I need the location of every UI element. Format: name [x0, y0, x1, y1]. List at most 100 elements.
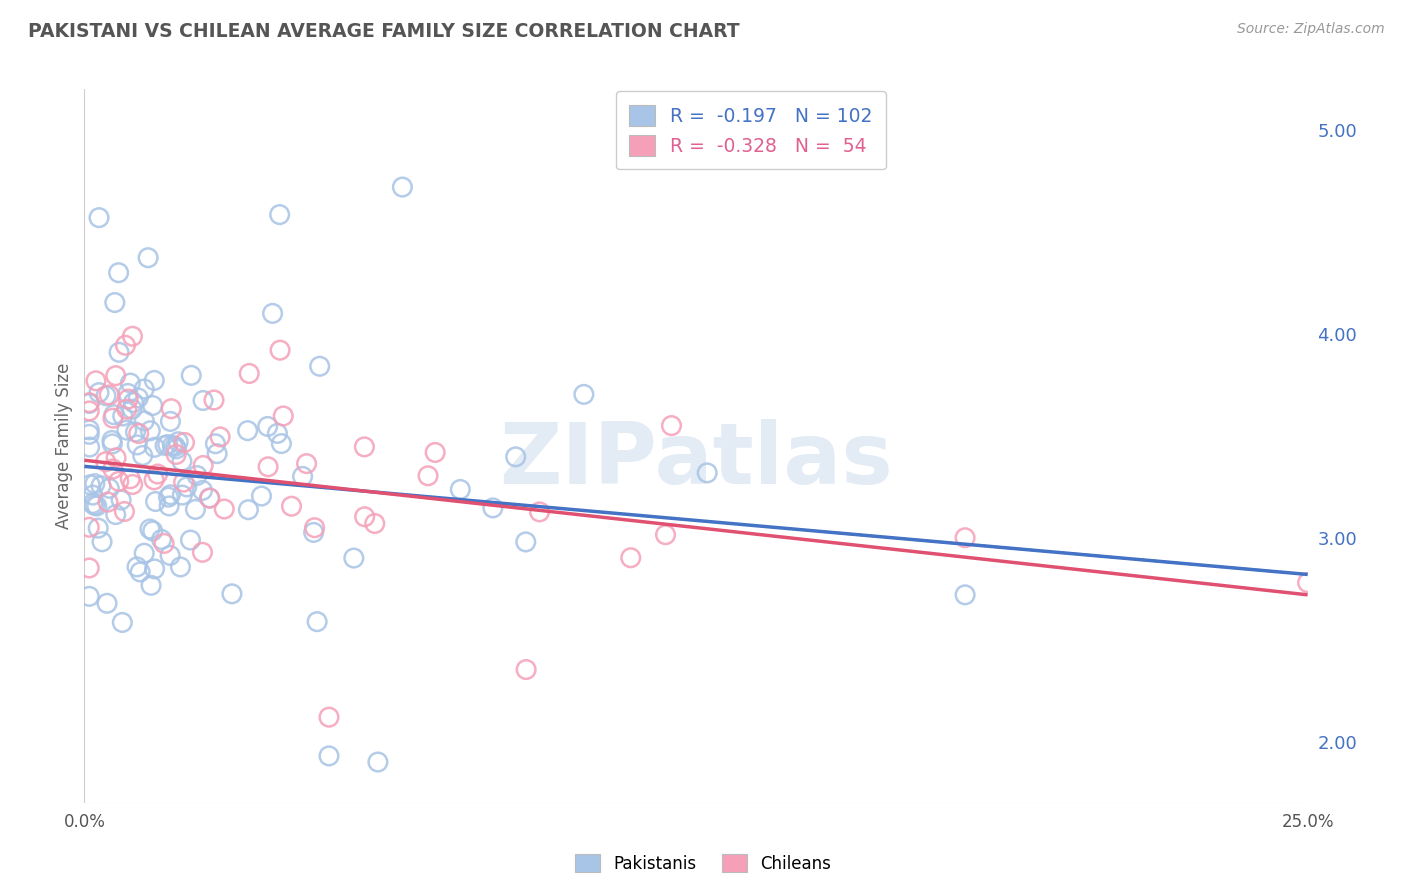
- Chileans: [416, 468, 439, 483]
- Pakistanis: [159, 488, 181, 502]
- Chileans: [318, 710, 340, 724]
- Chileans: [128, 426, 150, 441]
- Text: PAKISTANI VS CHILEAN AVERAGE FAMILY SIZE CORRELATION CHART: PAKISTANI VS CHILEAN AVERAGE FAMILY SIZE…: [28, 22, 740, 41]
- Chileans: [153, 536, 176, 550]
- Chileans: [353, 440, 375, 454]
- Chileans: [77, 561, 100, 575]
- Chileans: [304, 521, 326, 535]
- Pakistanis: [82, 488, 104, 502]
- Pakistanis: [117, 386, 139, 401]
- Pakistanis: [86, 499, 108, 513]
- Pakistanis: [696, 466, 718, 480]
- Pakistanis: [91, 534, 114, 549]
- Pakistanis: [87, 385, 110, 400]
- Pakistanis: [176, 480, 198, 494]
- Chileans: [94, 455, 117, 469]
- Chileans: [101, 462, 124, 476]
- Pakistanis: [90, 479, 112, 493]
- Pakistanis: [103, 408, 125, 422]
- Pakistanis: [262, 306, 284, 320]
- Chileans: [97, 495, 120, 509]
- Chileans: [101, 411, 124, 425]
- Pakistanis: [83, 498, 105, 512]
- Pakistanis: [367, 755, 389, 769]
- Pakistanis: [572, 387, 595, 401]
- Chileans: [173, 435, 195, 450]
- Y-axis label: Average Family Size: Average Family Size: [55, 363, 73, 529]
- Pakistanis: [291, 469, 314, 483]
- Chileans: [280, 500, 302, 514]
- Pakistanis: [115, 423, 138, 437]
- Pakistanis: [79, 477, 101, 491]
- Pakistanis: [142, 524, 165, 538]
- Pakistanis: [134, 414, 156, 428]
- Pakistanis: [124, 425, 146, 439]
- Pakistanis: [391, 180, 413, 194]
- Pakistanis: [127, 391, 149, 405]
- Pakistanis: [250, 489, 273, 503]
- Chileans: [98, 388, 121, 402]
- Pakistanis: [107, 266, 129, 280]
- Chileans: [114, 338, 136, 352]
- Chileans: [165, 447, 187, 461]
- Pakistanis: [159, 549, 181, 563]
- Chileans: [198, 491, 221, 506]
- Pakistanis: [139, 424, 162, 438]
- Pakistanis: [145, 494, 167, 508]
- Chileans: [120, 472, 142, 486]
- Chileans: [143, 473, 166, 487]
- Pakistanis: [205, 447, 228, 461]
- Pakistanis: [121, 402, 143, 417]
- Pakistanis: [186, 468, 208, 483]
- Chileans: [77, 395, 100, 409]
- Legend: R =  -0.197   N = 102, R =  -0.328   N =  54: R = -0.197 N = 102, R = -0.328 N = 54: [616, 92, 886, 169]
- Chileans: [953, 531, 976, 545]
- Pakistanis: [104, 295, 127, 310]
- Pakistanis: [111, 615, 134, 630]
- Pakistanis: [79, 440, 101, 454]
- Pakistanis: [482, 500, 505, 515]
- Chileans: [515, 663, 537, 677]
- Pakistanis: [270, 436, 292, 450]
- Chileans: [529, 505, 551, 519]
- Pakistanis: [82, 497, 104, 511]
- Pakistanis: [343, 551, 366, 566]
- Chileans: [107, 475, 129, 489]
- Pakistanis: [87, 521, 110, 535]
- Chileans: [117, 392, 139, 406]
- Chileans: [212, 502, 235, 516]
- Pakistanis: [302, 525, 325, 540]
- Legend: Pakistanis, Chileans: Pakistanis, Chileans: [568, 847, 838, 880]
- Chileans: [202, 392, 225, 407]
- Pakistanis: [129, 565, 152, 579]
- Pakistanis: [77, 590, 100, 604]
- Chileans: [173, 475, 195, 490]
- Pakistanis: [307, 615, 329, 629]
- Chileans: [191, 458, 214, 473]
- Pakistanis: [180, 368, 202, 383]
- Chileans: [77, 520, 100, 534]
- Pakistanis: [236, 424, 259, 438]
- Chileans: [654, 527, 676, 541]
- Chileans: [271, 409, 294, 423]
- Pakistanis: [515, 535, 537, 549]
- Chileans: [364, 516, 387, 531]
- Pakistanis: [191, 393, 214, 408]
- Chileans: [105, 450, 128, 465]
- Pakistanis: [134, 382, 156, 396]
- Text: ZIPatlas: ZIPatlas: [499, 418, 893, 502]
- Pakistanis: [83, 476, 105, 491]
- Pakistanis: [136, 251, 159, 265]
- Pakistanis: [77, 427, 100, 442]
- Pakistanis: [143, 562, 166, 576]
- Pakistanis: [266, 426, 288, 441]
- Chileans: [661, 418, 683, 433]
- Pakistanis: [111, 409, 134, 423]
- Pakistanis: [256, 419, 278, 434]
- Pakistanis: [101, 437, 124, 451]
- Pakistanis: [157, 499, 180, 513]
- Pakistanis: [77, 423, 100, 437]
- Pakistanis: [449, 483, 471, 497]
- Pakistanis: [198, 491, 221, 505]
- Pakistanis: [120, 376, 142, 390]
